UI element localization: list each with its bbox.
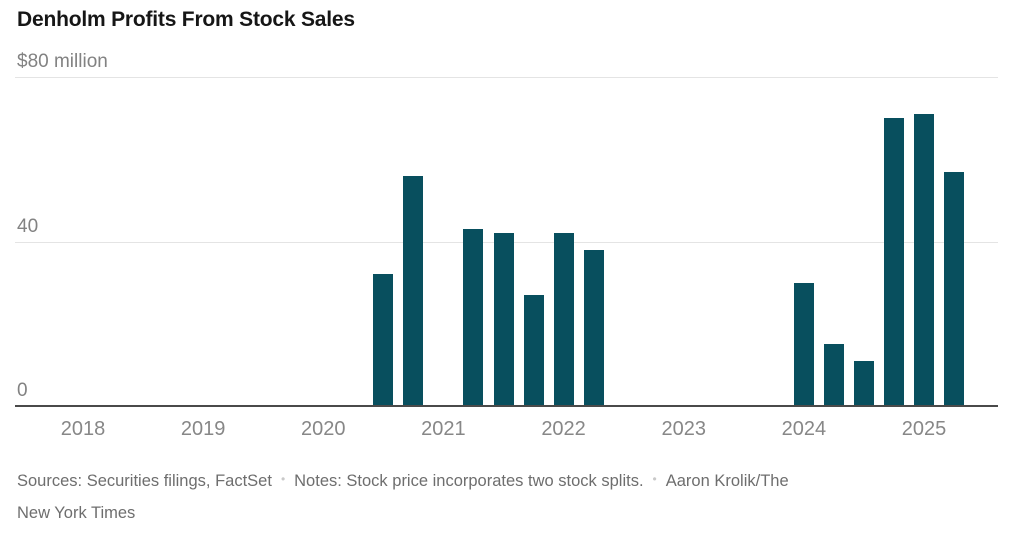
plot-area: 0 40 $80 million 2018 2019 2020 2021 2022 2023 20… (15, 51, 998, 440)
bar-2021-q3 (493, 233, 514, 406)
x-tick-label-2023: 2023 (661, 418, 706, 440)
y-tick-label-80: $80 million (17, 51, 108, 72)
footer-sources: Sources: Securities filings, FactSet (17, 472, 272, 490)
x-tick-label-2021: 2021 (421, 418, 466, 440)
x-tick-label-2019: 2019 (180, 418, 226, 440)
chart-footer: Sources: Securities filings, FactSet • Not… (17, 466, 1007, 529)
footer-notes: Notes: Stock price incorporates two stoc… (294, 472, 644, 490)
footer-credit-line-2: New York Times (17, 504, 136, 522)
bar-2024-q4 (883, 118, 904, 406)
x-tick-label-2020: 2020 (301, 418, 346, 440)
footer-line-1: Sources: Securities filings, FactSet • Not… (17, 466, 1007, 498)
bar-2024-q1 (793, 282, 814, 406)
bar-2025-q2 (944, 171, 965, 406)
y-tick-label-0: 0 (17, 380, 28, 401)
dot-separator-icon: • (652, 472, 657, 486)
x-tick-label-2022: 2022 (541, 418, 586, 440)
x-tick-label-2025: 2025 (901, 418, 947, 440)
bar-2025-q1 (914, 114, 934, 406)
x-axis-baseline (15, 405, 998, 407)
bar-2021-q4 (523, 294, 544, 406)
bar-2024-q3 (853, 360, 874, 406)
x-tick-label-2018: 2018 (60, 418, 106, 440)
bar-2021-q2 (463, 229, 484, 406)
y-tick-label-40: 40 (17, 215, 39, 237)
bar-2020-q4 (403, 175, 424, 406)
gridline-80 (15, 77, 998, 78)
bar-2022-q1 (553, 233, 574, 406)
dot-separator-icon: • (280, 472, 286, 486)
footer-credit: Aaron Krolik/The (665, 472, 789, 490)
bar-2022-q2 (583, 249, 604, 406)
bar-2020-q3 (373, 274, 394, 406)
chart-title: Denholm Profits From Stock Sales (17, 8, 355, 31)
bar-2024-q2 (823, 344, 844, 406)
x-tick-label-2024: 2024 (781, 418, 827, 440)
